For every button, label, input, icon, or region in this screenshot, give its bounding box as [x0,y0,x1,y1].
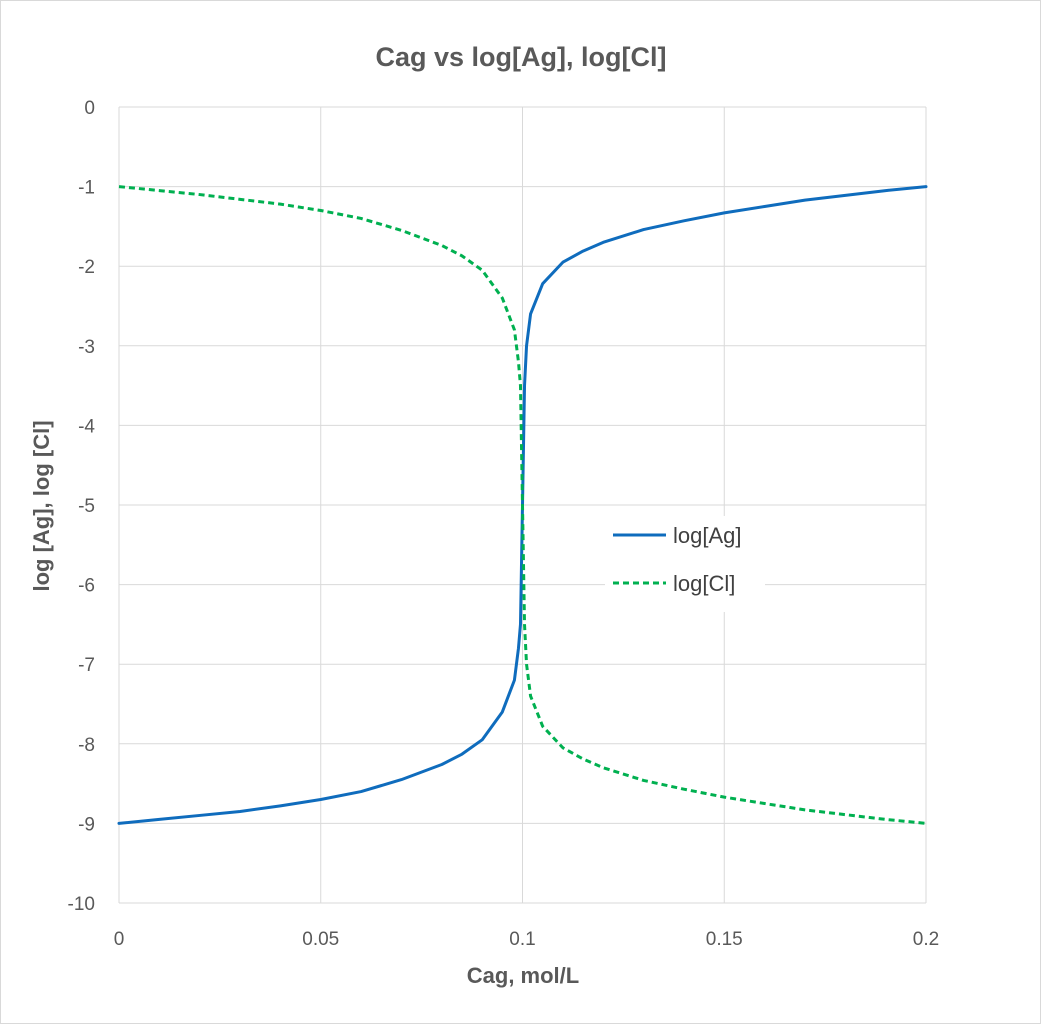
y-tick-label: -9 [78,814,95,835]
legend-label-log-ag: log[Ag] [673,523,742,548]
y-tick-label: 0 [84,98,95,119]
y-tick-label: -3 [78,337,95,358]
chart-title: Cag vs log[Ag], log[Cl] [376,42,667,72]
x-tick-label: 0.2 [913,929,939,950]
x-tick-label: 0.05 [302,929,339,950]
y-tick-label: -2 [78,257,95,278]
legend-label-log-cl: log[Cl] [673,571,735,596]
y-tick-label: -8 [78,735,95,756]
y-tick-label: -6 [78,576,95,597]
y-tick-label: -4 [78,416,95,437]
legend-background [605,516,765,612]
x-tick-label: 0.15 [706,929,743,950]
y-tick-label: -7 [78,655,95,676]
x-tick-label: 0.1 [509,929,535,950]
x-axis-title: Cag, mol/L [467,963,579,988]
series-line-log-cl [118,185,927,825]
x-axis-ticks: 0 0.05 0.1 0.15 0.2 [114,929,940,950]
legend: log[Ag] log[Cl] [605,516,765,612]
y-tick-label: -5 [78,496,95,517]
y-axis-ticks: 0 -1 -2 -3 -4 -5 -6 -7 -8 -9 -10 [68,98,96,915]
y-tick-label: -1 [78,178,95,199]
series-layer [117,185,928,825]
y-axis-title: log [Ag], log [Cl] [29,420,54,591]
x-tick-label: 0 [114,929,125,950]
y-tick-label: -10 [68,894,95,915]
